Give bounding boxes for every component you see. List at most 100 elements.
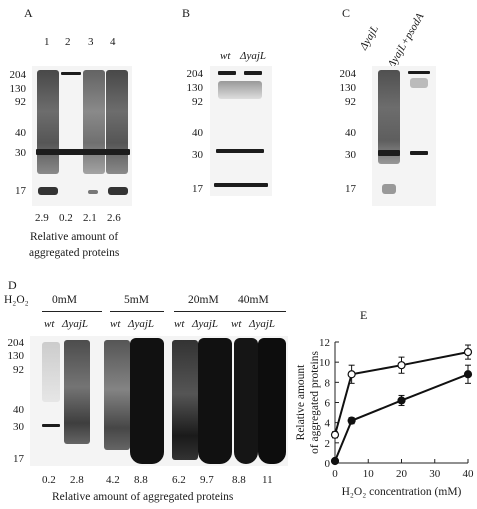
y-tick-label: 6 (325, 398, 331, 410)
panel-b-mw-130: 130 (186, 82, 204, 94)
panel-d-lane-label-8: ΔyajL (249, 318, 276, 330)
panel-d-lane2-smear (64, 340, 90, 444)
y-tick-label: 4 (325, 418, 331, 430)
y-tick-label: 0 (325, 458, 331, 470)
y-tick-label: 2 (325, 438, 331, 450)
panel-d-mw-30: 30 (13, 421, 24, 433)
x-tick-label: 30 (429, 468, 441, 480)
panel-a-mw-92: 92 (15, 96, 26, 108)
panel-d-conc-0: 0mM (52, 294, 77, 306)
panel-d-underline-40 (230, 311, 286, 312)
panel-a-value-2: 0.2 (59, 212, 73, 224)
panel-d-lane-label-5: wt (174, 318, 185, 330)
panel-c-mw-92: 92 (345, 96, 356, 108)
x-tick-label: 40 (463, 468, 475, 480)
panel-d-value-4: 8.8 (134, 474, 148, 486)
panel-a-value-1: 2.9 (35, 212, 49, 224)
panel-b-faint-bands (218, 81, 262, 99)
panel-a-value-4: 2.6 (107, 212, 121, 224)
panel-a-band-17-lane1 (38, 187, 58, 195)
y-axis-label-line1: Relative amount (295, 364, 307, 440)
panel-d-underline-20 (174, 311, 230, 312)
panel-b-band-204-yajl (244, 71, 262, 75)
panel-a-mw-204: 204 (9, 69, 27, 81)
panel-d-conc-20: 20mM (188, 294, 219, 306)
panel-b-mw-92: 92 (192, 96, 203, 108)
panel-a-gel (32, 66, 132, 206)
panel-d-value-8: 11 (262, 474, 273, 486)
panel-a-mw-40: 40 (15, 127, 26, 139)
panel-d-lane-label-2: ΔyajL (62, 318, 89, 330)
panel-b-mw-17: 17 (192, 183, 203, 195)
series-line-2 (334, 373, 469, 462)
panel-c-band-204-psoda (408, 71, 430, 74)
panel-d-mw-204: 204 (7, 337, 25, 349)
panel-d-caption: Relative amount of aggregated proteins (52, 491, 234, 503)
open-circle-point (463, 347, 473, 357)
open-circle-point (347, 370, 356, 379)
panel-c-mw-40: 40 (345, 127, 356, 139)
panel-c-mw-30: 30 (345, 149, 356, 161)
panel-d-lane-label-6: ΔyajL (192, 318, 219, 330)
panel-d-value-2: 2.8 (70, 474, 84, 486)
panel-c-mw-17: 17 (345, 183, 356, 195)
panel-a-lane-4: 4 (110, 36, 116, 48)
panel-d-lane1-smear (42, 342, 60, 402)
filled-circle-point (330, 456, 340, 466)
panel-d-mw-40: 40 (13, 404, 24, 416)
panel-a-caption-line1: Relative amount of (30, 231, 119, 243)
filled-circle-point (347, 416, 356, 425)
panel-d-mw-92: 92 (13, 364, 24, 376)
panel-c-lane-yajl-psoda: ΔyajL+psodA (385, 11, 427, 70)
panel-d-letter: D (8, 278, 17, 292)
filled-circle-point (463, 370, 473, 379)
panel-d-lane3-smear (104, 340, 130, 450)
panel-a-caption-line2: aggregated proteins (29, 247, 120, 259)
x-tick-label: 0 (332, 468, 338, 480)
panel-c-letter: C (342, 6, 351, 20)
panel-d-value-5: 6.2 (172, 474, 186, 486)
panel-b-lane-wt: wt (220, 50, 231, 62)
panel-c-band-30-yajl (378, 150, 400, 156)
y-tick-label: 10 (319, 357, 331, 369)
open-circle-point (330, 430, 340, 439)
panel-c-gel (372, 66, 436, 206)
panel-d-value-7: 8.8 (232, 474, 246, 486)
panel-d-value-6: 9.7 (200, 474, 214, 486)
panel-d-lane-label-4: ΔyajL (128, 318, 155, 330)
panel-a-band-30 (36, 149, 130, 155)
panel-a-band-17-lane4 (108, 187, 128, 195)
panel-b-band-30 (216, 149, 264, 153)
panel-a-mw-30: 30 (15, 147, 26, 159)
y-tick-label: 8 (325, 377, 331, 389)
panel-b-mw-30: 30 (192, 149, 203, 161)
panel-c-faint-psoda (410, 78, 428, 88)
panel-d-mw-17: 17 (13, 453, 24, 465)
panel-d-conc-40: 40mM (238, 294, 269, 306)
panel-d-underline-0 (42, 311, 102, 312)
y-axis-label-line2: of aggregated proteins (309, 351, 321, 454)
panel-d-value-1: 0.2 (42, 474, 56, 486)
panel-c-mw-130: 130 (339, 82, 357, 94)
panel-a-mw-17: 17 (15, 185, 26, 197)
panel-d-lane-label-3: wt (110, 318, 121, 330)
panel-c-band-17-yajl (382, 184, 396, 194)
panel-d-gel (30, 336, 288, 466)
panel-c-lane-yajl: ΔyajL (357, 23, 382, 52)
x-axis-label: H₂O₂ concentration (mM) (342, 486, 462, 498)
x-tick-label: 20 (396, 468, 408, 480)
panel-d-lane8-smear (258, 338, 286, 464)
panel-d-lane-label-7: wt (231, 318, 242, 330)
filled-circle-point (397, 396, 406, 405)
panel-d-lane6-smear (198, 338, 232, 464)
panel-a-mw-130: 130 (9, 83, 27, 95)
panel-b-gel (210, 66, 272, 196)
panel-a-lane-1: 1 (44, 36, 50, 48)
panel-b-lane-yajl: ΔyajL (240, 50, 267, 62)
panel-d-lane7-smear (234, 338, 258, 464)
panel-b-mw-204: 204 (186, 68, 204, 80)
panel-b-letter: B (182, 6, 191, 20)
panel-c-lane1-smear (378, 70, 400, 164)
panel-d-lane-label-1: wt (44, 318, 55, 330)
panel-a-lane3-smear (83, 70, 105, 174)
